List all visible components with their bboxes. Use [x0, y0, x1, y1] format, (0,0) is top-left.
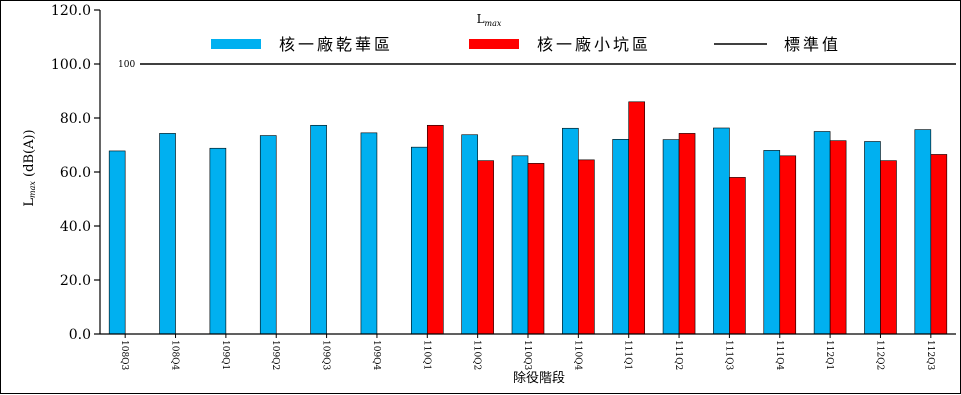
standard-reference: 100 [118, 60, 956, 70]
bar-qianhua [763, 150, 781, 335]
legend-label-xiaokeng: 核一廠小坑區 [537, 35, 651, 54]
bar-xiaokeng [628, 101, 646, 335]
standard-line-label: 100 [118, 60, 135, 70]
x-tick-label: 109Q1 [220, 340, 230, 370]
bar-xiaokeng [527, 163, 545, 335]
x-tick-label: 111Q4 [774, 340, 784, 371]
x-tick-label: 108Q4 [170, 340, 180, 371]
y-tick-label: 0.0 [69, 327, 91, 343]
legend-label-qianhua: 核一廠乾華區 [279, 35, 393, 54]
x-tick-label: 110Q3 [522, 340, 532, 371]
x-tick-label: 111Q2 [673, 340, 683, 370]
y-tick-label: 40.0 [60, 219, 91, 235]
bar-qianhua [159, 133, 176, 335]
legend-swatch-qianhua [211, 39, 261, 49]
bar-qianhua [612, 139, 630, 335]
x-tick-label: 111Q3 [723, 340, 733, 371]
y-tick-label: 60.0 [60, 165, 91, 181]
bar-xiaokeng [779, 155, 797, 335]
y-axis-ticks: 0.0 20.0 40.0 60.0 80.0 100.0 120.0 [51, 3, 100, 343]
bar-qianhua [410, 146, 428, 335]
chart-title: Lmax [477, 12, 502, 28]
bar-qianhua [562, 127, 579, 335]
x-tick-label: 112Q3 [925, 340, 935, 371]
y-axis-label: Lmax (dB(A)) [22, 129, 37, 206]
bar-xiaokeng [578, 159, 595, 335]
legend-swatch-xiaokeng [469, 39, 519, 49]
bar-xiaokeng [729, 177, 746, 335]
x-axis-label: 除役階段 [513, 371, 565, 386]
bar-qianhua [259, 135, 277, 335]
bar-xiaokeng [426, 124, 444, 335]
x-tick-label: 109Q2 [270, 340, 280, 370]
bar-xiaokeng [930, 154, 948, 335]
x-tick-label: 110Q1 [421, 340, 431, 370]
bar-qianhua [310, 124, 327, 335]
bar-qianhua [360, 132, 378, 335]
bar-xiaokeng [829, 140, 847, 335]
bar-qianhua [713, 127, 730, 335]
legend-label-standard: 標準值 [784, 35, 841, 54]
bar-xiaokeng [880, 160, 897, 335]
x-tick-label: 110Q2 [472, 340, 482, 370]
x-tick-label: 111Q1 [623, 340, 633, 370]
x-tick-label: 110Q4 [572, 340, 582, 371]
bar-xiaokeng [678, 133, 696, 335]
x-axis-ticks: 108Q3 108Q4 109Q1 109Q2 109Q3 109Q4 110Q1 110Q2… [119, 334, 935, 371]
x-tick-label: 112Q2 [874, 340, 884, 370]
bar-qianhua [108, 150, 126, 335]
x-tick-label: 109Q3 [321, 340, 331, 371]
bar-qianhua [864, 141, 881, 335]
bar-qianhua [813, 131, 831, 335]
bar-xiaokeng [477, 160, 494, 335]
y-tick-label: 20.0 [60, 273, 91, 289]
bars-group [108, 101, 948, 335]
bar-qianhua [461, 134, 478, 335]
bar-qianhua [914, 129, 932, 335]
bar-qianhua [662, 139, 680, 335]
x-tick-label: 112Q1 [824, 340, 834, 370]
bar-qianhua [209, 147, 227, 335]
x-tick-label: 109Q4 [371, 340, 381, 371]
legend: 核一廠乾華區 核一廠小坑區 標準值 [211, 35, 841, 54]
bar-qianhua [511, 155, 529, 335]
y-tick-label: 80.0 [60, 111, 91, 127]
y-tick-label: 100.0 [51, 57, 91, 73]
x-tick-label: 108Q3 [119, 340, 129, 371]
y-tick-label: 120.0 [51, 3, 91, 19]
